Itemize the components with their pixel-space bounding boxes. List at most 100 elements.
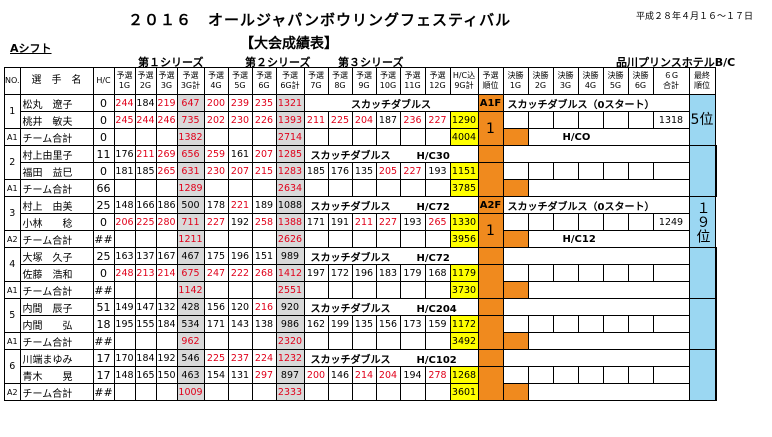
team-hc: ##	[92, 230, 115, 248]
team-total-row: A1 チーム合計 66 1289 2634 3785	[4, 179, 717, 197]
empty	[134, 332, 157, 350]
game-score: 247	[203, 264, 229, 282]
empty	[424, 281, 451, 299]
empty	[251, 179, 277, 197]
player-hc: 0	[92, 213, 115, 231]
player-hc: 18	[92, 315, 115, 333]
rank-empty	[502, 332, 529, 350]
team-hc-included-total: 4004	[449, 128, 479, 146]
team-hc-included-total: 3785	[449, 179, 479, 197]
player-name: 村上由里子	[19, 145, 94, 163]
empty	[134, 179, 157, 197]
doubles-label: スカッチダブルス	[310, 201, 391, 213]
series-1-total: 735	[176, 111, 205, 129]
header-g7-line1: 予選	[308, 71, 324, 80]
final-total	[652, 315, 690, 333]
qualifying-rank-number	[477, 366, 504, 401]
header-g1-line2: 1G	[118, 81, 131, 90]
series-1-total: 656	[176, 145, 205, 163]
header-f2-line1: 決勝	[532, 71, 549, 80]
game-score: 196	[351, 264, 377, 282]
header-f1-line2: 1G	[509, 81, 522, 90]
empty	[303, 179, 329, 197]
header-g8: 予選 8G	[327, 67, 353, 95]
header-s2-line1: 予選	[282, 71, 298, 80]
game-score: 184	[134, 349, 157, 367]
hc-included-total: 1172	[449, 315, 479, 333]
player-name: 松丸 遼子	[19, 94, 94, 112]
final-total: 1318	[652, 111, 690, 129]
qualifying-rank-number	[477, 315, 504, 350]
final-place	[714, 298, 717, 350]
game-score: 244	[113, 94, 136, 112]
game-score: 167	[155, 247, 178, 265]
player-hc: 25	[92, 196, 115, 214]
empty	[375, 230, 401, 248]
series-1-total: 647	[176, 94, 205, 112]
empty	[303, 332, 329, 350]
final-game	[602, 366, 629, 384]
game-score: 191	[327, 213, 353, 231]
team-hc-included-total: 3956	[449, 230, 479, 248]
game-score: 224	[251, 349, 277, 367]
final-game	[602, 315, 629, 333]
team-number: 1	[4, 94, 21, 129]
final-total	[652, 264, 690, 282]
final-game	[627, 264, 654, 282]
game-score: 178	[203, 196, 229, 214]
empty	[351, 383, 377, 401]
team-code: A1	[4, 281, 21, 299]
game-score: 192	[227, 213, 253, 231]
player-row: 佐藤 浩和 0 248 213 214 675 247 222 268 1412 197 172 196…	[5, 264, 717, 299]
series-3-doubles: スカッチダブルス	[303, 94, 479, 112]
series-3-doubles: スカッチダブルス H/C72	[303, 247, 479, 265]
player-row: 内間 弘 18 195 155 184 534 171 143 138 986 162 199 135 1…	[5, 315, 717, 350]
series-2-total: 986	[275, 315, 305, 333]
header-no: NO.	[4, 67, 21, 95]
team-hc: ##	[92, 281, 115, 299]
game-score: 176	[327, 162, 353, 180]
final-game	[552, 315, 579, 333]
doubles-hc: H/C72	[416, 252, 450, 264]
final-game	[577, 315, 604, 333]
game-score: 196	[227, 247, 253, 265]
header-g1-line1: 予選	[116, 71, 133, 80]
game-score: 207	[251, 145, 277, 163]
header-f2: 決勝 2G	[527, 67, 554, 95]
team-number: 6	[4, 349, 21, 384]
empty	[134, 128, 157, 146]
empty	[424, 332, 451, 350]
empty	[203, 281, 229, 299]
team-total-row: A1 チーム合計 0 1382 2714 4004 H/CO	[4, 128, 717, 146]
player-name: 福田 益巳	[19, 162, 94, 180]
team-series-1-total: 1211	[176, 230, 205, 248]
header-g6-line2: 6G	[258, 81, 270, 90]
empty	[351, 230, 377, 248]
doubles-hc: H/C72	[416, 201, 450, 213]
game-score: 236	[399, 111, 426, 129]
empty	[203, 230, 229, 248]
final-game	[552, 264, 579, 282]
team-hc-note	[527, 332, 716, 350]
team-series-1-total: 962	[176, 332, 205, 350]
empty	[375, 128, 401, 146]
hc-included-total: 1179	[449, 264, 479, 282]
game-score: 278	[424, 366, 451, 384]
hc-included-total: 1290	[449, 111, 479, 129]
series-1-total: 500	[176, 196, 205, 214]
empty	[113, 281, 136, 299]
team-total-label: チーム合計	[19, 281, 94, 299]
game-score: 135	[351, 315, 377, 333]
final-game	[502, 111, 529, 129]
series-2-total: 1388	[275, 213, 305, 231]
series-2-total: 1283	[275, 162, 305, 180]
game-score: 226	[251, 111, 277, 129]
header-player: 選 手 名	[19, 67, 94, 95]
player-name: 村上 由美	[19, 196, 94, 214]
final-total	[652, 162, 690, 180]
empty	[327, 230, 353, 248]
team-hc: ##	[92, 332, 115, 350]
rank-empty	[502, 383, 529, 401]
player-hc: 25	[92, 247, 115, 265]
game-score: 248	[113, 264, 136, 282]
